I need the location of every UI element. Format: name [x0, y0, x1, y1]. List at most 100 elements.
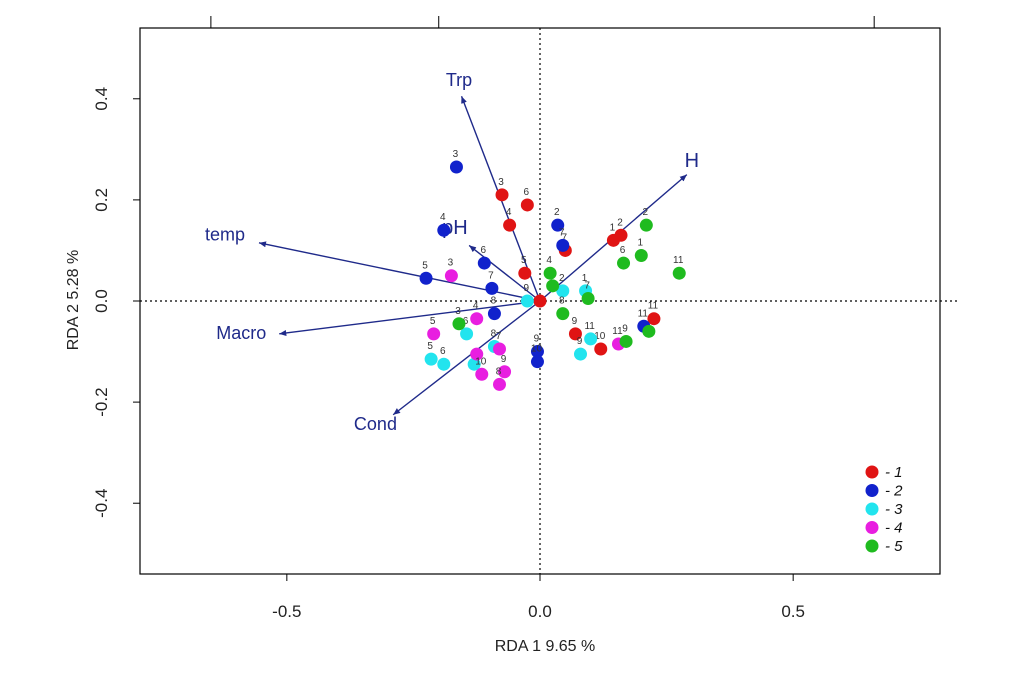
- x-tick-label: 0.0: [528, 602, 552, 621]
- series-4-point-label: 4: [473, 301, 479, 312]
- series-5-point-label: 3: [455, 306, 461, 317]
- vector-temp-arrow: [258, 241, 541, 302]
- series-1-point-label: 2: [617, 217, 623, 228]
- series-1-point: [614, 228, 628, 242]
- series-2-point: [551, 218, 565, 232]
- series-3-point: [467, 357, 481, 371]
- series-2-point: [419, 271, 433, 285]
- series-5-point: [581, 291, 595, 305]
- x-tick-label: -0.5: [272, 602, 301, 621]
- series-2-point: [487, 307, 501, 321]
- series-4-point: [475, 367, 489, 381]
- series-5-point-label: 9: [622, 323, 628, 334]
- series-5-point: [639, 218, 653, 232]
- series-3-point: [424, 352, 438, 366]
- series-1-point-label: 3: [498, 177, 504, 188]
- y-tick-label: 0.2: [92, 188, 111, 212]
- series-1-point-label: 7: [562, 232, 568, 243]
- y-axis-title: RDA 2 5.28 %: [65, 250, 82, 351]
- x-tick-label: 0.5: [781, 602, 805, 621]
- vector-macro-arrow: [279, 300, 541, 336]
- series-5-point: [546, 279, 560, 293]
- series-1-point-label: 11: [648, 301, 659, 312]
- series-2-point-label: 8: [491, 296, 497, 307]
- y-tick-label: -0.2: [92, 387, 111, 416]
- series-5-point-label: 2: [643, 207, 649, 218]
- series-2-point: [449, 160, 463, 174]
- series-1-point-label: 9: [572, 316, 578, 327]
- series-5-point: [617, 256, 631, 270]
- vector-trp-label: Trp: [446, 70, 472, 90]
- series-4-point: [470, 312, 484, 326]
- series-4-point-label: 10: [475, 356, 487, 367]
- vector-temp-label: temp: [205, 224, 245, 244]
- vector-ph-arrow: [468, 244, 541, 302]
- series-2-point: [485, 281, 499, 295]
- series-3-point: [574, 347, 588, 361]
- legend-label-4: - 4: [885, 520, 903, 537]
- series-4-point-label: 3: [448, 258, 454, 269]
- series-4-point-label: 11: [612, 326, 623, 337]
- series-1-point-label: 4: [506, 207, 512, 218]
- series-3-point-label: 1: [582, 273, 588, 284]
- series-1-point: [503, 218, 517, 232]
- series-2-point-label: 4: [440, 212, 446, 223]
- legend-label-5: - 5: [885, 538, 903, 555]
- vector-cond-arrow: [392, 300, 541, 416]
- series-2-point-label: 5: [422, 260, 428, 271]
- series-1-point: [533, 294, 547, 308]
- series-2-point-label: 7: [488, 270, 494, 281]
- series-3-point-label: 6: [440, 346, 446, 357]
- series-2-point: [530, 355, 544, 369]
- series-5-point: [543, 266, 557, 280]
- series-5-point: [672, 266, 686, 280]
- legend-marker-5: [865, 539, 879, 553]
- legend-marker-4: [865, 521, 879, 534]
- series-3-point: [520, 294, 534, 308]
- series-5-point: [619, 334, 633, 348]
- series-4-point: [470, 347, 484, 361]
- legend-marker-3: [865, 502, 879, 516]
- series-2-point: [437, 223, 451, 237]
- series-4-point-label: 7: [496, 331, 502, 342]
- series-1-point: [518, 266, 532, 280]
- series-4-point: [444, 269, 458, 283]
- series-4-point-label: 8: [496, 366, 502, 377]
- series-1-point: [495, 188, 509, 202]
- y-tick-label: 0.4: [92, 87, 111, 111]
- series-4-point-label: 9: [501, 354, 507, 365]
- series-5-point: [556, 307, 570, 321]
- series-1-point: [568, 327, 582, 341]
- series-2-point: [530, 345, 544, 359]
- series-5-point-label: 6: [620, 245, 626, 256]
- series-3-point-label: 9: [577, 336, 583, 347]
- series-1-point-label: 10: [594, 331, 606, 342]
- series-5-point: [634, 249, 648, 262]
- series-3-point-label: 9: [524, 283, 530, 294]
- series-3-point-label: 8: [491, 329, 497, 340]
- series-3-point-label: 6: [463, 316, 469, 327]
- series-5-point-label: 4: [546, 255, 552, 266]
- series-3-point-label: 11: [584, 321, 595, 332]
- series-1-point-label: 6: [524, 187, 530, 198]
- series-2-point-label: 10: [531, 344, 543, 355]
- series-1-point-label: 5: [521, 255, 527, 266]
- series-5-point-label: 8: [559, 296, 565, 307]
- series-3-point-label: 5: [427, 341, 433, 352]
- series-1-point: [594, 342, 608, 356]
- series-4-point: [498, 365, 512, 379]
- series-3-point: [556, 284, 570, 298]
- series-3-point: [460, 327, 474, 341]
- series-1-point: [647, 312, 661, 326]
- series-4-point: [492, 342, 506, 356]
- series-1-point: [520, 198, 534, 212]
- series-5-point: [452, 317, 466, 331]
- vector-macro-label: Macro: [216, 323, 266, 343]
- y-tick-label: 0.0: [92, 289, 111, 313]
- vector-h-label: H: [685, 150, 699, 172]
- series-5-point-label: 1: [637, 238, 643, 249]
- legend-label-2: - 2: [885, 483, 903, 500]
- y-tick-label: -0.4: [92, 489, 111, 518]
- series-2-point-label: 11: [638, 308, 649, 319]
